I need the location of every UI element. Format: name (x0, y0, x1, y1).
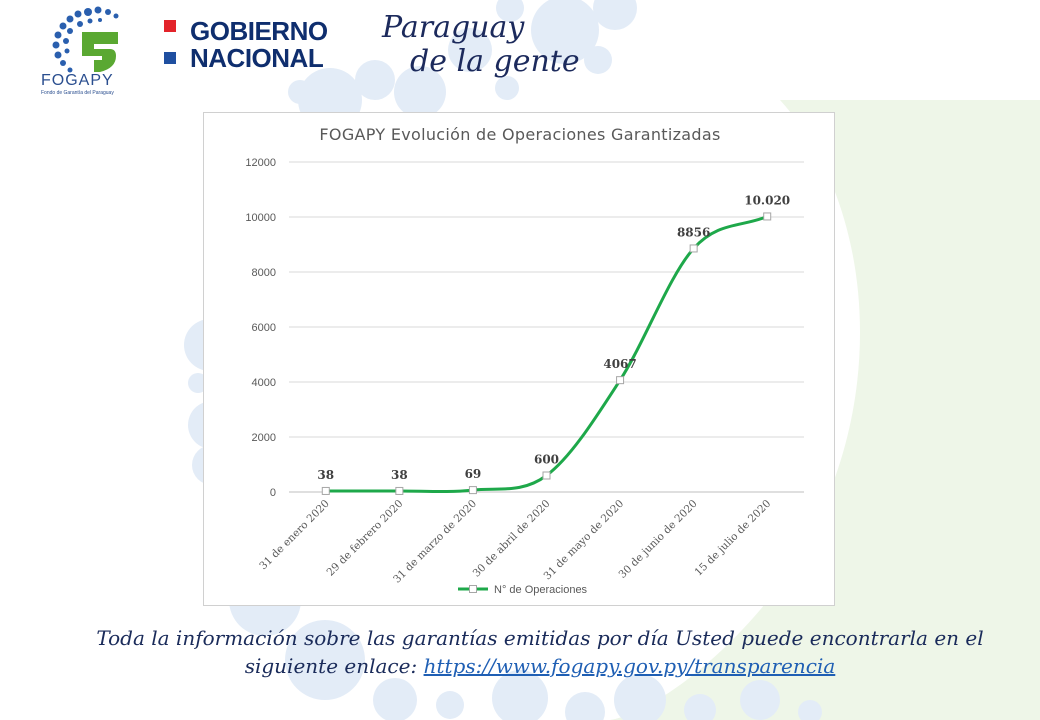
data-label: 69 (465, 467, 482, 481)
line-chart: FOGAPY Evolución de Operaciones Garantiz… (245, 125, 804, 596)
slogan-line-2: de la gente (410, 44, 580, 79)
y-tick-label: 2000 (252, 432, 276, 444)
x-tick-label: 29 de febrero 2020 (325, 498, 406, 579)
y-tick-label: 0 (270, 487, 276, 499)
y-tick-label: 10000 (245, 212, 276, 224)
transparencia-link[interactable]: https://www.fogapy.gov.py/transparencia (423, 654, 836, 678)
data-label: 38 (391, 468, 408, 482)
blue-dots-pattern (184, 0, 822, 720)
red-square-icon (164, 20, 176, 32)
x-tick-label: 30 de junio de 2020 (616, 498, 699, 581)
x-tick-label: 31 de marzo de 2020 (391, 498, 479, 586)
grid-lines (289, 161, 804, 493)
data-label: 38 (317, 468, 334, 482)
fogapy-name: FOGAPY (41, 72, 114, 89)
data-point-marker (395, 486, 404, 495)
legend-marker-icon (469, 585, 477, 593)
chart-title: FOGAPY Evolución de Operaciones Garantiz… (319, 125, 720, 144)
data-label: 600 (534, 453, 559, 467)
data-point-marker (321, 486, 330, 495)
footer-note: Toda la información sobre las garantías … (80, 624, 1000, 680)
y-axis-ticks: 0 2000 4000 6000 8000 10000 12000 (245, 157, 276, 499)
data-label: 10.020 (744, 193, 790, 207)
data-point-marker (616, 376, 625, 385)
data-point-marker (689, 244, 698, 253)
data-markers (321, 212, 772, 495)
data-point-marker (468, 486, 477, 495)
legend: N° de Operaciones (458, 584, 588, 596)
blue-square-icon (164, 52, 176, 64)
x-tick-label: 30 de abril de 2020 (471, 498, 553, 580)
data-point-marker (542, 471, 551, 480)
legend-label: N° de Operaciones (494, 584, 588, 596)
data-labels: 38 38 69 600 4067 8856 10.020 (317, 193, 790, 482)
y-tick-label: 8000 (252, 267, 276, 279)
fogapy-subtitle: Fondo de Garantía del Paraguay (41, 90, 114, 96)
y-tick-label: 4000 (252, 377, 276, 389)
fogapy-logo-icon (52, 6, 119, 73)
data-label: 4067 (603, 357, 636, 371)
data-label: 8856 (677, 225, 710, 239)
gov-line-1: GOBIERNO (190, 16, 328, 46)
footer-text: Toda la información sobre las garantías … (96, 626, 984, 678)
chart-container: FOGAPY Evolución de Operaciones Garantiz… (203, 112, 835, 606)
x-tick-label: 31 de mayo de 2020 (541, 498, 626, 583)
y-tick-label: 12000 (245, 157, 276, 169)
header: FOGAPY Fondo de Garantía del Paraguay GO… (0, 0, 1040, 110)
data-point-marker (763, 212, 772, 221)
green-arc-shape (610, 100, 1040, 720)
series-line-operaciones (325, 215, 768, 494)
y-tick-label: 6000 (252, 322, 276, 334)
gov-line-2: NACIONAL (190, 43, 324, 73)
x-tick-label: 15 de julio de 2020 (692, 498, 773, 579)
slogan-line-1: Paraguay (382, 10, 525, 45)
x-tick-label: 31 de enero 2020 (257, 498, 332, 573)
